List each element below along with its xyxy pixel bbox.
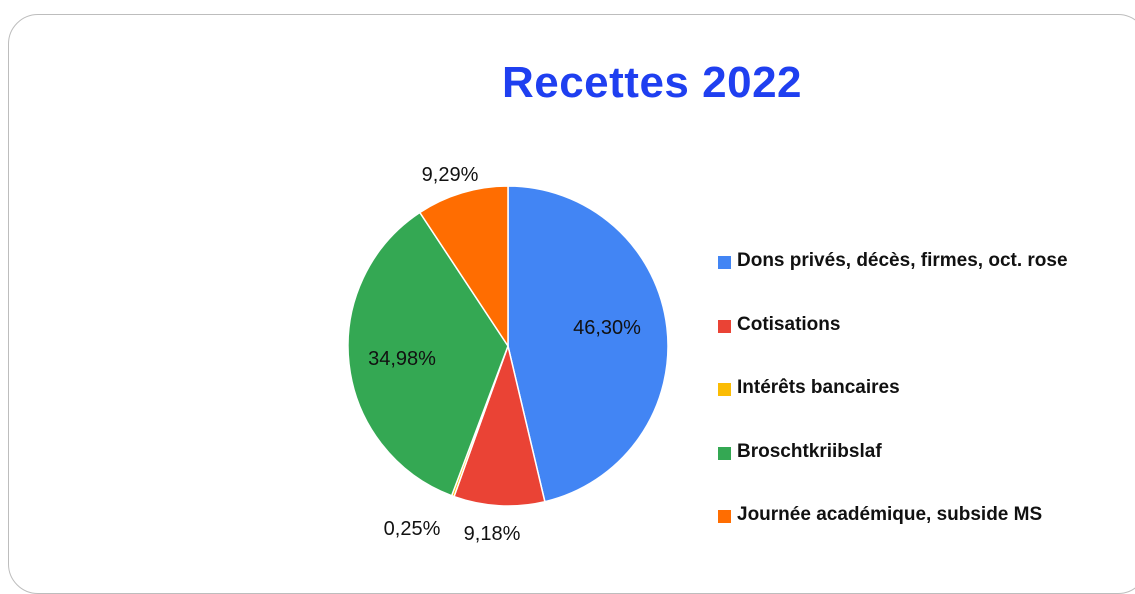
legend-swatch bbox=[718, 319, 731, 333]
data-label: 9,29% bbox=[422, 164, 479, 186]
legend-swatch bbox=[718, 446, 731, 460]
data-label: 9,18% bbox=[464, 523, 521, 545]
legend-item-broschtkriibslaf: Broschtkriibslaf bbox=[718, 441, 1068, 505]
legend-swatch bbox=[718, 256, 731, 269]
slice-broschtkriibslaf bbox=[347, 211, 509, 497]
data-label: 34,98% bbox=[368, 348, 436, 370]
legend-label: Broschtkriibslaf bbox=[737, 440, 882, 462]
legend-item-dons: Dons privés, décès, firmes, oct. rose bbox=[718, 250, 1068, 314]
legend-label: Intérêts bancaires bbox=[737, 377, 900, 398]
pie-chart: 46,30% 9,18% 0,25% 34,98% 9,29% bbox=[347, 164, 669, 545]
legend-swatch bbox=[718, 510, 731, 523]
slice-cotisations bbox=[453, 343, 546, 507]
legend-swatch bbox=[718, 383, 731, 396]
legend-label: Dons privés, décès, firmes, oct. rose bbox=[737, 250, 1068, 271]
slice-journee bbox=[418, 185, 509, 349]
data-label: 0,25% bbox=[384, 518, 441, 540]
legend-label: Cotisations bbox=[737, 313, 841, 335]
legend-item-cotisations: Cotisations bbox=[718, 314, 1068, 378]
slice-dons bbox=[507, 185, 669, 503]
chart-legend: Dons privés, décès, firmes, oct. rose Co… bbox=[718, 250, 1068, 568]
legend-label: Journée académique, subside MS bbox=[737, 504, 1043, 525]
legend-item-journee: Journée académique, subside MS bbox=[718, 504, 1068, 568]
chart-title: Recettes 2022 bbox=[501, 58, 803, 107]
data-label: 46,30% bbox=[573, 317, 641, 339]
legend-item-interets: Intérêts bancaires bbox=[718, 377, 1068, 441]
